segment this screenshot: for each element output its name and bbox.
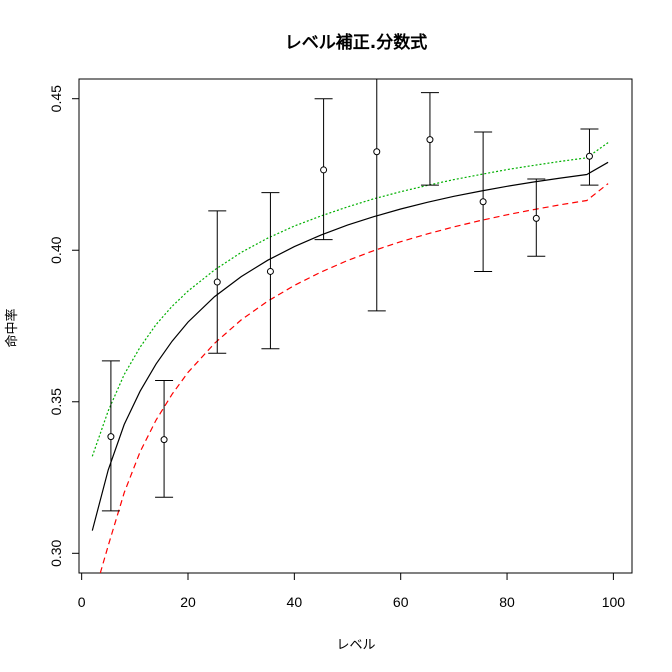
series-line-dashed xyxy=(99,183,609,573)
data-point xyxy=(585,152,593,160)
x-tick-label: 20 xyxy=(180,594,196,610)
y-tick-label: 0.45 xyxy=(48,85,64,112)
x-tick-label: 100 xyxy=(602,594,626,610)
y-axis: 0.30 0.35 0.40 0.45 xyxy=(48,85,80,567)
y-tick-label: 0.30 xyxy=(48,539,64,566)
series-line-dotted xyxy=(91,142,609,457)
x-tick-label: 40 xyxy=(287,594,303,610)
series-line-solid xyxy=(91,161,609,531)
data-point xyxy=(266,267,274,275)
y-axis-label: 命中率 xyxy=(4,308,20,347)
data-point xyxy=(532,214,540,222)
x-axis: 0 20 40 60 80 100 xyxy=(78,572,626,610)
x-tick-label: 80 xyxy=(499,594,515,610)
data-points xyxy=(107,136,593,444)
data-point xyxy=(373,148,381,156)
chart-title: レベル補正.分数式 xyxy=(285,32,427,53)
x-tick-label: 0 xyxy=(78,594,86,610)
data-point xyxy=(479,198,487,206)
data-point xyxy=(320,166,328,174)
data-point xyxy=(213,278,221,286)
plot-area xyxy=(91,79,609,573)
error-bars xyxy=(101,79,599,512)
plot-frame xyxy=(78,78,633,574)
series-lines xyxy=(91,142,609,573)
x-tick-label: 60 xyxy=(393,594,409,610)
y-tick-label: 0.35 xyxy=(48,388,64,415)
data-point xyxy=(160,436,168,444)
y-tick-label: 0.40 xyxy=(48,236,64,263)
data-point xyxy=(107,433,115,441)
data-point xyxy=(426,136,434,144)
x-axis-label: レベル xyxy=(336,638,375,653)
